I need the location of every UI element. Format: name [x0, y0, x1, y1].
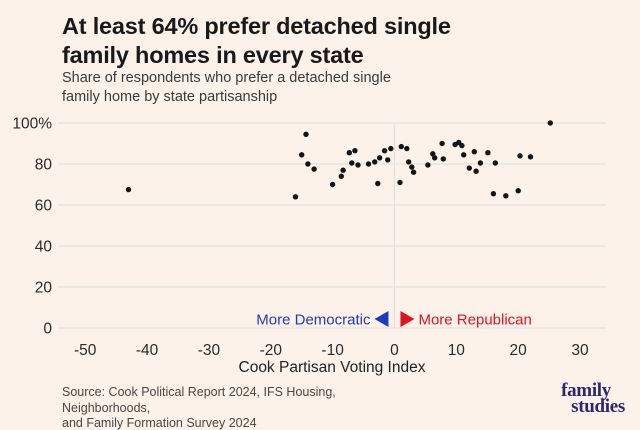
y-tick-label: 80 [35, 157, 53, 174]
data-point [430, 151, 436, 157]
x-tick-label: -10 [321, 342, 344, 359]
data-point [473, 168, 479, 174]
chart-subtitle: Share of respondents who prefer a detach… [62, 69, 482, 106]
data-point [515, 188, 521, 194]
data-point [388, 145, 394, 152]
data-point [311, 166, 317, 172]
data-point [372, 159, 378, 165]
x-tick-label: 0 [390, 342, 399, 359]
data-point [355, 162, 361, 168]
data-point [490, 191, 497, 197]
data-point [346, 150, 352, 156]
family-studies-logo: family studies [561, 380, 625, 417]
logo-word-family: family [561, 380, 611, 401]
data-point [404, 145, 410, 152]
data-point [398, 143, 404, 150]
data-point [365, 161, 372, 167]
republican-arrow-icon [400, 311, 415, 327]
source-note-line1: Source: Cook Political Report 2024, IFS … [62, 385, 336, 415]
chart-title-line1: At least 64% prefer detached single [62, 13, 451, 39]
source-note-line2: and Family Formation Survey 2024 [62, 416, 257, 430]
data-point [492, 160, 498, 166]
chart-title: At least 64% prefer detached single fami… [62, 12, 562, 70]
data-point [305, 161, 311, 167]
x-tick-label: -20 [260, 342, 283, 359]
data-point [477, 160, 484, 166]
data-point [376, 155, 383, 161]
data-point [329, 181, 336, 188]
data-point [471, 149, 477, 155]
data-point [527, 154, 534, 160]
data-point [409, 164, 415, 170]
chart-subtitle-line1: Share of respondents who prefer a detach… [62, 70, 391, 86]
annotation-democratic-label: More Democratic [256, 312, 371, 329]
data-point [406, 159, 412, 165]
x-tick-label: 30 [571, 342, 589, 359]
annotation-republican-label: More Republican [418, 312, 531, 329]
data-point [385, 157, 391, 163]
y-tick-label: 20 [35, 280, 53, 297]
data-point [410, 169, 417, 175]
logo-word-studies: studies [571, 396, 625, 417]
data-point [303, 131, 309, 137]
data-point [485, 150, 491, 156]
data-point [432, 155, 438, 161]
source-note: Source: Cook Political Report 2024, IFS … [62, 385, 422, 430]
y-tick-label: 60 [35, 198, 53, 215]
data-point [466, 165, 472, 171]
chart-title-line2: family homes in every state [62, 42, 364, 68]
data-point [503, 193, 509, 199]
data-point [349, 160, 355, 166]
data-point [292, 194, 299, 200]
data-point [461, 152, 467, 158]
data-point [352, 148, 358, 154]
y-tick-label: 0 [43, 321, 52, 338]
x-tick-label: 10 [448, 342, 466, 359]
data-point [440, 156, 446, 162]
data-point [547, 120, 553, 126]
democratic-arrow-icon [374, 311, 389, 327]
data-point [517, 153, 523, 159]
x-tick-label: -30 [198, 342, 221, 359]
data-point [459, 142, 465, 149]
data-point [397, 179, 403, 186]
x-axis-title: Cook Partisan Voting Index [239, 359, 426, 376]
x-tick-label: -50 [74, 342, 97, 359]
data-point [338, 173, 344, 179]
data-point [125, 186, 132, 193]
chart-subtitle-line2: family home by state partisanship [62, 88, 278, 105]
x-tick-label: -40 [136, 342, 159, 359]
data-point [425, 162, 431, 168]
data-point [375, 180, 381, 187]
x-tick-label: 20 [510, 342, 528, 359]
y-tick-label: 100% [12, 116, 52, 133]
data-point [340, 167, 346, 173]
data-point [381, 148, 388, 154]
data-point [299, 152, 305, 158]
y-tick-label: 40 [35, 239, 53, 256]
data-point [439, 140, 445, 147]
